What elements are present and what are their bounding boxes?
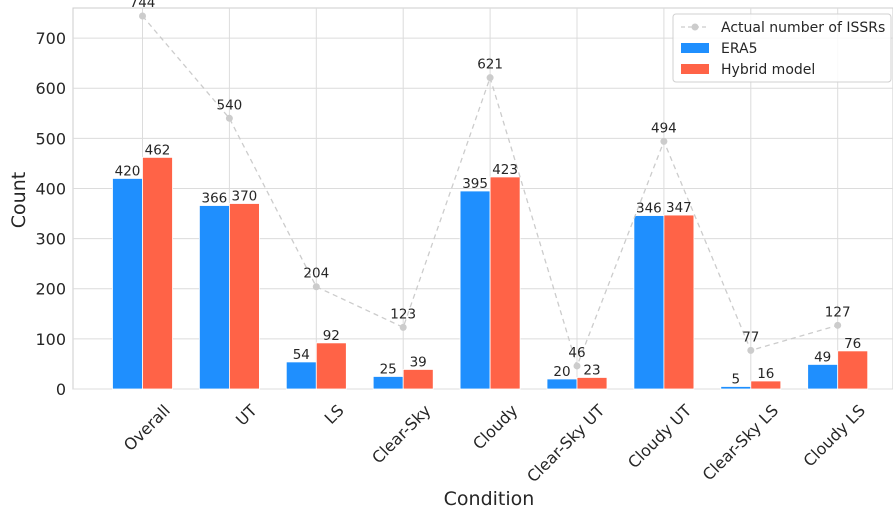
actual-point (139, 12, 146, 20)
data-label-hybrid: 76 (844, 336, 861, 352)
x-tick-label: Cloudy LS (799, 401, 869, 471)
bar-era5 (807, 364, 839, 390)
x-tick-label: Cloudy (469, 401, 521, 453)
x-tick-labels: Overall UT LS Clear-Sky Cloudy Clear-Sky UT Cl… (120, 401, 869, 486)
data-label-actual: 744 (130, 0, 156, 11)
x-tick-label: UT (232, 401, 261, 430)
x-tick-label: Clear-Sky LS (699, 401, 782, 484)
y-tick-label: 0 (56, 380, 66, 399)
actual-point (747, 346, 755, 354)
y-tick-label: 100 (35, 330, 66, 349)
legend-label: ERA5 (721, 41, 758, 57)
data-label-hybrid: 16 (757, 366, 774, 382)
bar-hybrid (576, 377, 608, 390)
data-label-actual: 494 (651, 120, 677, 136)
y-tick-label: 300 (35, 230, 66, 249)
bar-era5 (198, 205, 230, 390)
y-tick-label: 700 (35, 29, 66, 48)
actual-point (573, 362, 581, 370)
bar-hybrid (837, 350, 869, 390)
data-label-hybrid: 347 (666, 200, 692, 216)
data-label-hybrid: 92 (323, 328, 340, 344)
data-label-era5: 366 (202, 191, 228, 207)
data-label-era5: 20 (553, 364, 570, 380)
data-label-actual: 46 (568, 345, 585, 361)
data-label-era5: 54 (293, 347, 310, 363)
bar-hybrid (228, 203, 260, 390)
bar-hybrid (142, 156, 173, 390)
legend-label: Hybrid model (721, 62, 815, 78)
bar-hybrid (489, 176, 521, 390)
x-tick-label: Clear-Sky UT (523, 401, 608, 486)
legend-swatch-marker (691, 23, 699, 31)
data-label-era5: 25 (380, 361, 397, 377)
y-tick-label: 400 (35, 179, 66, 198)
legend-box (672, 13, 892, 83)
legend-entry: Actual number of ISSRs (681, 20, 885, 36)
actual-point (486, 74, 494, 82)
data-label-actual: 621 (477, 57, 503, 73)
data-label-era5: 420 (115, 163, 141, 179)
actual-point (225, 114, 233, 122)
bar-era5 (285, 361, 317, 390)
bar-hybrid (315, 342, 347, 390)
legend-entry: ERA5 (681, 41, 758, 57)
y-tick-label: 600 (35, 79, 66, 98)
bar-hybrid (750, 380, 782, 390)
data-label-era5: 49 (814, 349, 831, 365)
y-tick-label: 200 (35, 280, 66, 299)
legend-label: Actual number of ISSRs (721, 20, 885, 36)
actual-line (139, 12, 842, 370)
data-label-actual: 127 (825, 304, 851, 320)
bar-hybrid (402, 369, 434, 390)
x-tick-label: Cloudy UT (624, 401, 695, 472)
data-label-hybrid: 23 (583, 362, 600, 378)
bar-era5 (459, 190, 491, 390)
legend-swatch (681, 64, 709, 74)
y-tick-label: 500 (35, 129, 66, 148)
y-axis-label: Count (8, 172, 30, 228)
legend-swatch (681, 43, 709, 53)
x-tick-label: LS (321, 401, 348, 428)
data-label-era5: 346 (636, 201, 662, 217)
data-label-actual: 540 (217, 97, 243, 113)
bar-hybrid (663, 214, 695, 390)
data-label-era5: 5 (732, 371, 741, 387)
bar-era5 (112, 178, 143, 390)
bars (112, 156, 869, 390)
data-label-hybrid: 423 (492, 162, 518, 178)
data-label-hybrid: 39 (410, 354, 427, 370)
data-label-actual: 123 (390, 306, 416, 322)
data-label-era5: 395 (462, 176, 488, 192)
x-axis-label: Condition (444, 488, 535, 510)
bar-era5 (633, 215, 665, 390)
bar-era5 (372, 376, 404, 390)
actual-point (312, 283, 320, 291)
legend-entry: Hybrid model (681, 62, 815, 78)
data-label-hybrid: 370 (232, 189, 258, 205)
y-tick-labels: 0 100 200 300 400 500 600 700 (35, 29, 66, 399)
data-labels: 420 366 54 25 395 20 346 5 49 462 370 92 39 423 23 347 1… (115, 0, 862, 387)
bar-era5 (546, 378, 578, 390)
data-label-actual: 77 (742, 329, 759, 345)
actual-point (660, 137, 668, 145)
data-label-hybrid: 462 (145, 142, 171, 158)
data-label-actual: 204 (303, 266, 329, 282)
x-tick-label: Clear-Sky (368, 401, 434, 467)
legend: Actual number of ISSRs ERA5 Hybrid model (672, 13, 892, 83)
actual-point (399, 323, 407, 331)
x-tick-label: Overall (120, 401, 174, 455)
actual-point (834, 321, 842, 329)
